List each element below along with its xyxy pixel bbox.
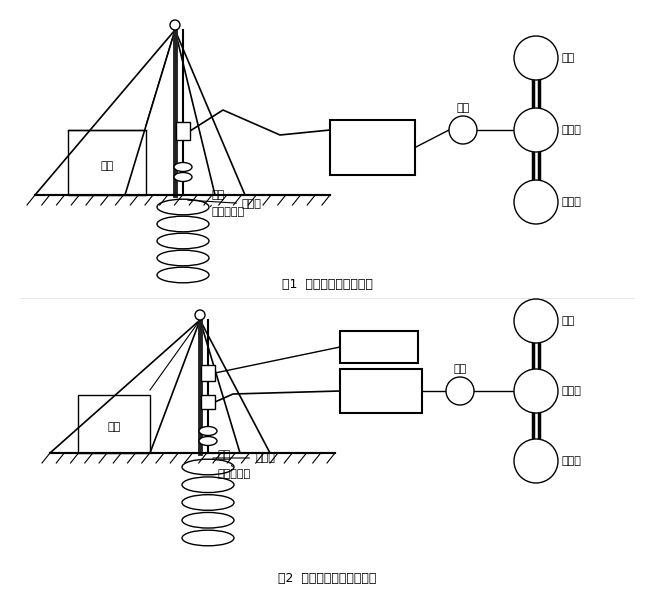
Text: 水箱: 水箱 xyxy=(562,316,576,326)
Ellipse shape xyxy=(174,172,192,182)
Circle shape xyxy=(514,180,558,224)
Bar xyxy=(201,365,215,381)
Bar xyxy=(330,120,415,175)
Text: 图2  二重管旋喷注浆示意图: 图2 二重管旋喷注浆示意图 xyxy=(278,573,376,585)
Text: 水泥仓: 水泥仓 xyxy=(562,456,582,466)
Circle shape xyxy=(170,20,180,30)
Ellipse shape xyxy=(199,436,217,445)
Text: 水箱: 水箱 xyxy=(562,53,576,63)
Text: 钻机: 钻机 xyxy=(100,160,114,171)
Text: 浆桶: 浆桶 xyxy=(453,364,466,374)
Circle shape xyxy=(449,116,477,144)
Ellipse shape xyxy=(174,162,192,171)
Bar xyxy=(201,395,215,409)
Bar xyxy=(340,331,418,363)
Text: 水泥仓: 水泥仓 xyxy=(562,197,582,207)
Bar xyxy=(78,395,150,453)
Text: 搅拌机: 搅拌机 xyxy=(562,386,582,396)
Circle shape xyxy=(514,299,558,343)
Text: 浆桶: 浆桶 xyxy=(456,103,470,113)
Text: 图1  单管旋喷注浆示意图: 图1 单管旋喷注浆示意图 xyxy=(282,278,372,291)
Circle shape xyxy=(446,377,474,405)
Bar xyxy=(68,130,146,195)
Circle shape xyxy=(514,108,558,152)
Bar xyxy=(340,369,422,413)
Bar xyxy=(176,122,190,140)
Text: 注浆管: 注浆管 xyxy=(188,199,262,209)
Circle shape xyxy=(514,369,558,413)
Text: 空压机: 空压机 xyxy=(369,342,389,352)
Text: 旋喷固结体: 旋喷固结体 xyxy=(218,469,251,479)
Circle shape xyxy=(514,36,558,80)
Ellipse shape xyxy=(199,427,217,436)
Text: 喷头: 喷头 xyxy=(218,450,232,467)
Text: 旋喷固结体: 旋喷固结体 xyxy=(211,207,244,217)
Text: 钻机: 钻机 xyxy=(107,422,120,432)
Text: 高压泥浆
泵: 高压泥浆 泵 xyxy=(368,379,394,403)
Circle shape xyxy=(195,310,205,320)
Text: 搅拌机: 搅拌机 xyxy=(562,125,582,135)
Text: 注浆管: 注浆管 xyxy=(213,453,275,463)
Circle shape xyxy=(514,439,558,483)
Text: 高压泥
浆泵: 高压泥 浆泵 xyxy=(362,135,383,159)
Text: 喷头: 喷头 xyxy=(211,190,224,207)
